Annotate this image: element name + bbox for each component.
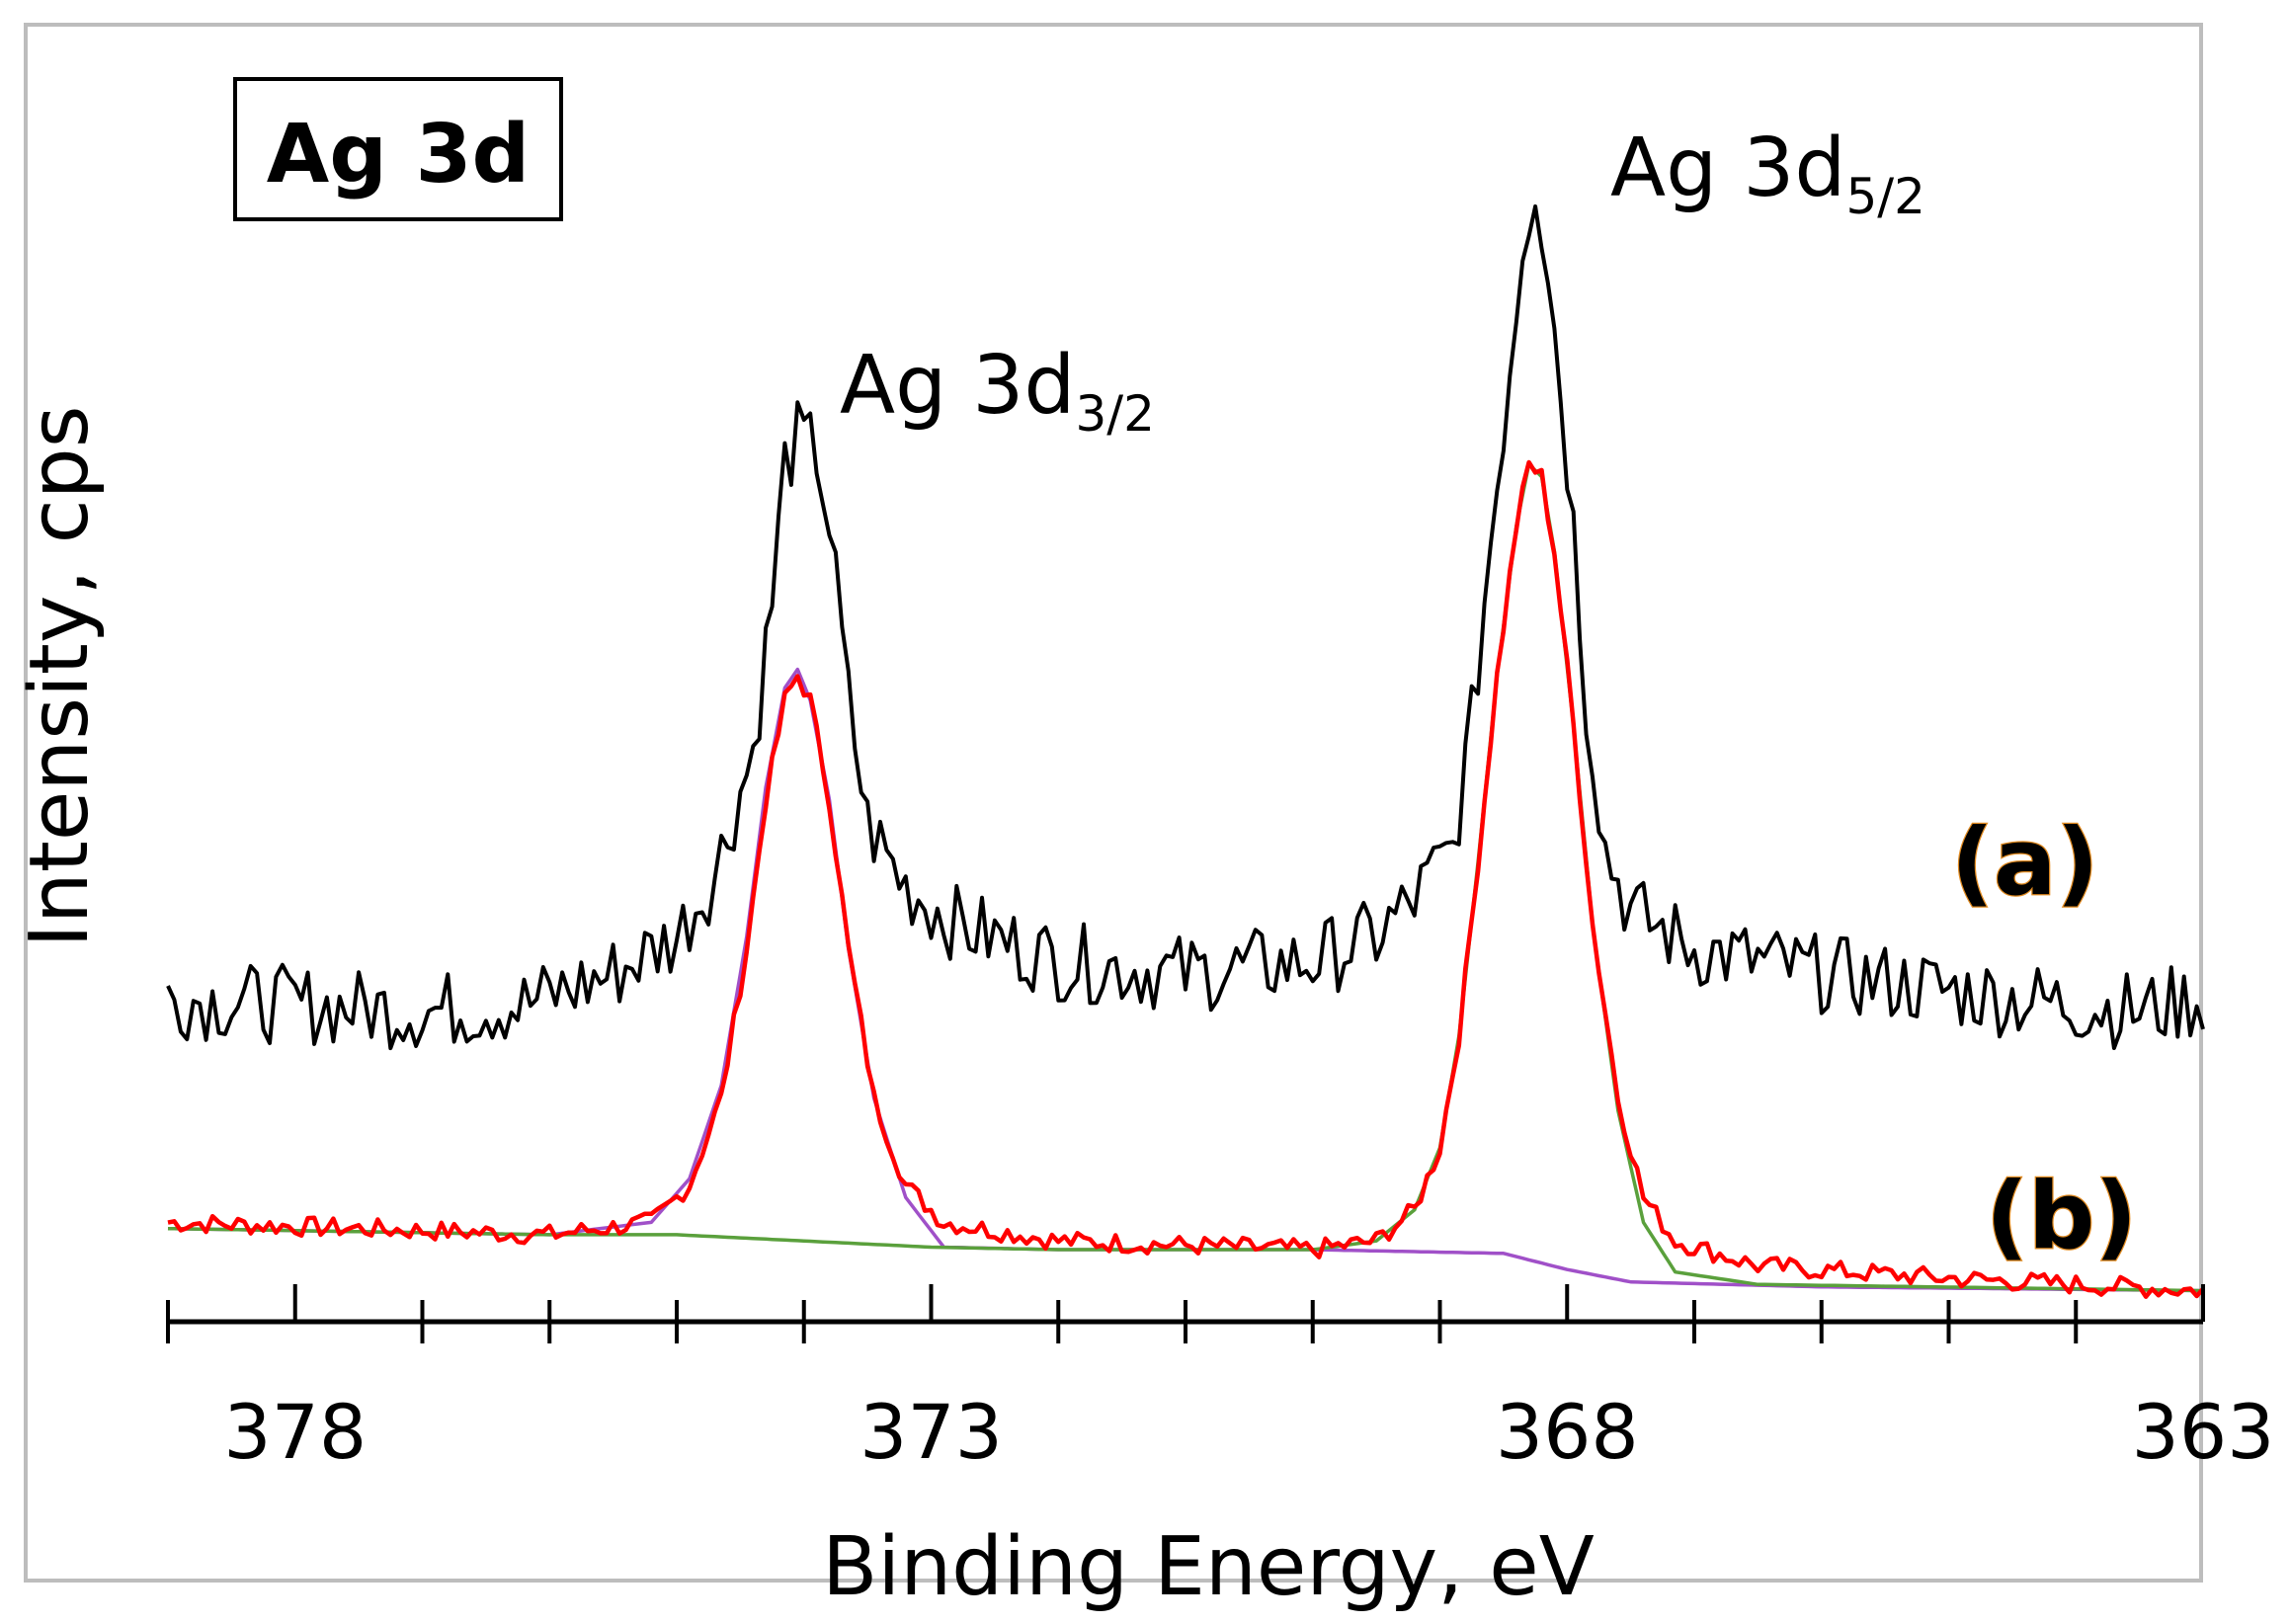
series-line-a-raw [166, 203, 2205, 1051]
panel-label-box [233, 77, 563, 221]
series-line-component-3d5-2 [167, 462, 2203, 1293]
series-layer [166, 203, 2205, 1299]
peak-label-3d5-2: Ag 3d5/2 [1610, 122, 1925, 225]
peak-label-3d3-2: Ag 3d3/2 [840, 339, 1155, 443]
panel-label: Ag 3d [267, 108, 530, 202]
x-tick-label: 373 [859, 1388, 1003, 1476]
x-axis-title: Binding Energy, eV [822, 1520, 1595, 1614]
figure-frame [24, 23, 2203, 1583]
x-tick-label: 363 [2131, 1388, 2274, 1476]
x-tick-label: 368 [1496, 1388, 1639, 1476]
y-axis-title: Intensity, cps [13, 406, 107, 948]
curve-label-a: (a) [1951, 809, 2098, 917]
series-line-b-envelope [167, 459, 2205, 1299]
curve-label-b: (b) [1986, 1163, 2137, 1270]
x-ticks: 378 373 368 363 [166, 1284, 2275, 1476]
x-tick-label: 378 [223, 1388, 367, 1476]
